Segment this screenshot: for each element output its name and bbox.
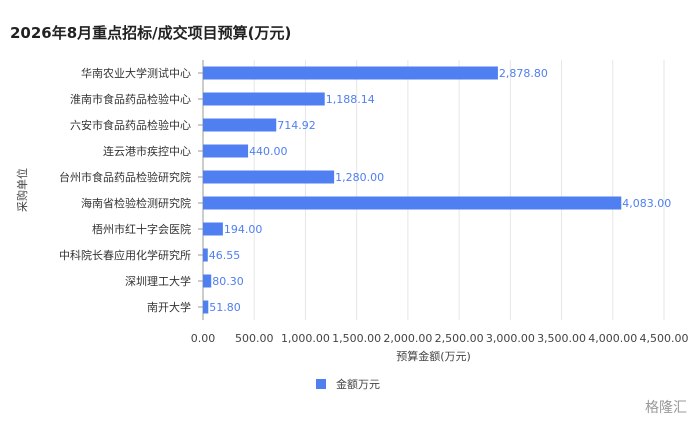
x-tick-label: 4,500.00: [640, 332, 689, 345]
brand-watermark: 格隆汇: [645, 400, 687, 416]
data-label: 1,280.00: [335, 171, 384, 184]
y-tick-label: 六安市食品药品检验中心: [70, 118, 191, 132]
bar: [203, 196, 622, 210]
x-axis-title: 预算金额(万元): [396, 349, 471, 363]
data-label: 440.00: [249, 145, 288, 158]
y-tick-label: 台州市食品药品检验研究院: [59, 170, 191, 184]
data-label: 714.92: [277, 119, 316, 132]
data-label: 2,878.80: [499, 67, 548, 80]
bar: [203, 92, 325, 106]
x-tick-label: 2,000.00: [383, 332, 432, 345]
x-tick-label: 500.00: [235, 332, 274, 345]
bar: [203, 144, 249, 158]
y-tick-label: 中科院长春应用化学研究所: [59, 248, 191, 262]
y-tick-label: 华南农业大学测试中心: [81, 66, 191, 80]
data-label: 51.80: [209, 301, 241, 314]
bar: [203, 170, 335, 184]
bar: [203, 274, 212, 288]
x-tick-label: 0.00: [191, 332, 216, 345]
x-tick-label: 1,000.00: [281, 332, 330, 345]
y-tick-label: 梧州市红十字会医院: [92, 222, 191, 236]
legend-swatch: [316, 379, 326, 389]
bar: [203, 222, 223, 236]
chart-title: 2026年8月重点招标/成交项目预算(万元): [10, 24, 292, 42]
y-tick-label: 连云港市疾控中心: [103, 144, 191, 158]
x-tick-label: 3,000.00: [486, 332, 535, 345]
data-label: 4,083.00: [622, 197, 671, 210]
bar: [203, 118, 277, 132]
x-tick-label: 3,500.00: [537, 332, 586, 345]
bar: [203, 300, 209, 314]
y-axis-title: 采购单位: [15, 168, 29, 212]
x-tick-label: 2,500.00: [435, 332, 484, 345]
y-tick-label: 海南省检验检测研究院: [81, 196, 191, 210]
bar: [203, 248, 208, 262]
data-label: 80.30: [212, 275, 244, 288]
y-tick-label: 淮南市食品药品检验中心: [70, 92, 191, 106]
x-tick-label: 4,000.00: [588, 332, 637, 345]
y-tick-label: 深圳理工大学: [125, 274, 191, 288]
y-tick-label: 南开大学: [147, 300, 191, 314]
data-label: 194.00: [224, 223, 262, 236]
x-tick-label: 1,500.00: [332, 332, 381, 345]
data-label: 1,188.14: [326, 93, 375, 106]
data-label: 46.55: [209, 249, 241, 262]
legend-label: 金额万元: [336, 377, 380, 391]
bar: [203, 66, 498, 80]
